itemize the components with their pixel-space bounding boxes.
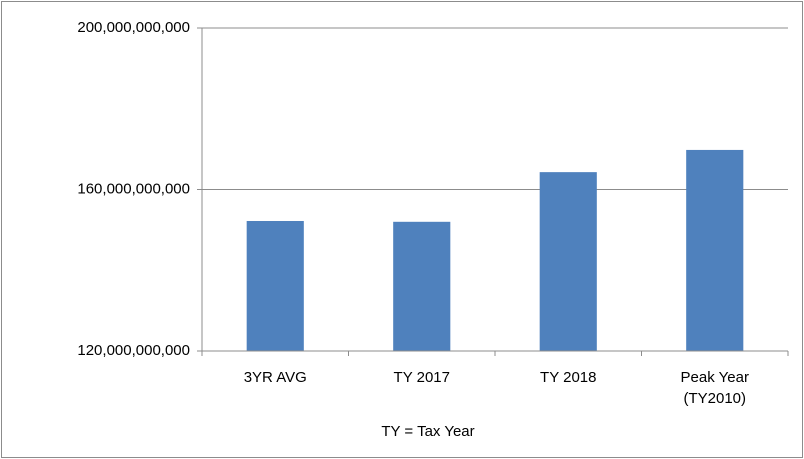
bar bbox=[393, 221, 451, 351]
x-tick-label: 3YR AVG bbox=[244, 369, 307, 386]
x-axis-title: TY = Tax Year bbox=[381, 423, 474, 440]
x-tick-label: TY 2018 bbox=[540, 369, 596, 386]
y-tick-label: 200,000,000,000 bbox=[77, 19, 190, 36]
x-tick-label: Peak Year (TY2010) bbox=[681, 369, 749, 407]
y-tick-label: 160,000,000,000 bbox=[77, 180, 190, 197]
bar bbox=[246, 220, 304, 351]
y-tick-label: 120,000,000,000 bbox=[77, 342, 190, 359]
bar bbox=[686, 149, 744, 351]
x-tick-label: TY 2017 bbox=[394, 369, 450, 386]
bar bbox=[539, 172, 597, 351]
